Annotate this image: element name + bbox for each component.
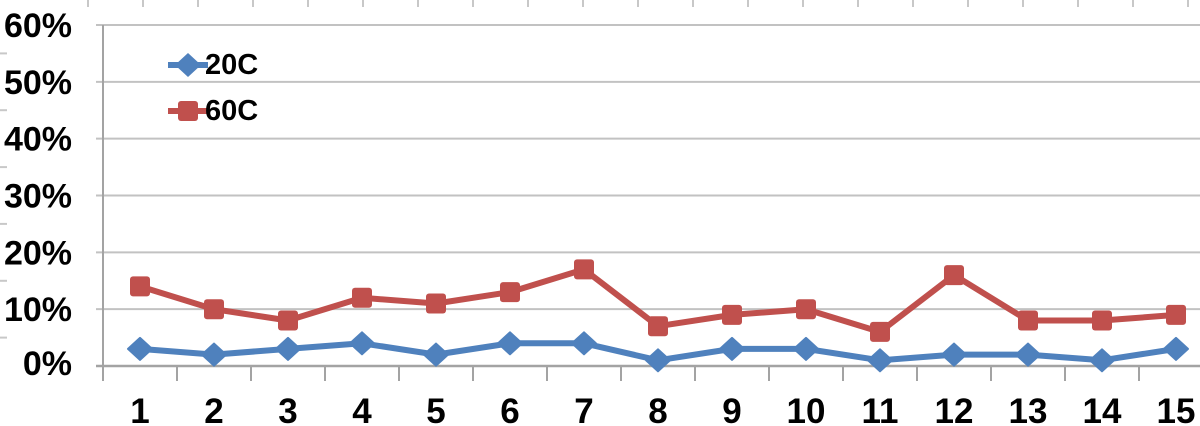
- marker-20C-7: [571, 331, 597, 356]
- marker-20C-6: [497, 331, 523, 356]
- marker-60C-8: [648, 316, 668, 337]
- x-axis-label-15: 15: [1157, 392, 1196, 426]
- marker-60C-2: [204, 299, 224, 320]
- legend-label-60c: 60C: [205, 94, 259, 127]
- legend-diamond-icon: [168, 53, 208, 77]
- y-axis-label-0: 0%: [23, 345, 72, 383]
- x-axis-label-9: 9: [722, 392, 741, 426]
- x-axis-label-8: 8: [648, 392, 667, 426]
- legend-item-60c: 60C: [168, 88, 258, 134]
- marker-60C-3: [278, 310, 298, 331]
- marker-20C-9: [719, 336, 745, 361]
- marker-60C-14: [1092, 310, 1112, 331]
- marker-60C-4: [352, 287, 372, 308]
- x-axis-label-2: 2: [204, 392, 223, 426]
- marker-20C-11: [867, 348, 893, 373]
- marker-60C-9: [722, 304, 742, 325]
- x-axis-label-13: 13: [1009, 392, 1048, 426]
- marker-60C-15: [1166, 304, 1186, 325]
- x-axis-label-10: 10: [787, 392, 826, 426]
- y-axis-label-50: 50%: [4, 64, 72, 102]
- x-axis-label-5: 5: [426, 392, 445, 426]
- x-axis-label-14: 14: [1083, 392, 1122, 426]
- x-axis-label-3: 3: [278, 392, 297, 426]
- marker-20C-15: [1163, 336, 1189, 361]
- x-axis-label-11: 11: [862, 392, 899, 426]
- y-axis-label-60: 60%: [4, 7, 72, 45]
- marker-60C-7: [574, 259, 594, 280]
- legend-label-20c: 20C: [205, 48, 259, 81]
- y-axis-label-40: 40%: [4, 121, 72, 159]
- marker-20C-10: [793, 336, 819, 361]
- marker-20C-13: [1015, 342, 1041, 367]
- marker-60C-10: [796, 299, 816, 320]
- marker-20C-3: [275, 336, 301, 361]
- x-axis-label-4: 4: [352, 392, 372, 426]
- x-axis-label-1: 1: [130, 392, 149, 426]
- marker-60C-5: [426, 293, 446, 314]
- marker-20C-12: [941, 342, 967, 367]
- marker-20C-2: [201, 342, 227, 367]
- legend: 20C 60C: [168, 42, 258, 134]
- marker-60C-12: [944, 265, 964, 286]
- y-axis-label-20: 20%: [4, 234, 72, 272]
- y-axis-label-10: 10%: [4, 291, 72, 329]
- marker-60C-13: [1018, 310, 1038, 331]
- marker-20C-1: [127, 336, 153, 361]
- marker-60C-6: [500, 282, 520, 303]
- marker-60C-1: [130, 276, 150, 297]
- marker-20C-4: [349, 331, 375, 356]
- x-axis-label-7: 7: [574, 392, 593, 426]
- legend-item-20c: 20C: [168, 42, 258, 88]
- marker-20C-14: [1089, 348, 1115, 373]
- x-axis-label-12: 12: [935, 392, 974, 426]
- marker-20C-8: [645, 348, 671, 373]
- marker-20C-5: [423, 342, 449, 367]
- legend-square-icon: [168, 101, 208, 121]
- marker-60C-11: [870, 321, 890, 342]
- y-axis-label-30: 30%: [4, 178, 72, 216]
- x-axis-label-6: 6: [500, 392, 519, 426]
